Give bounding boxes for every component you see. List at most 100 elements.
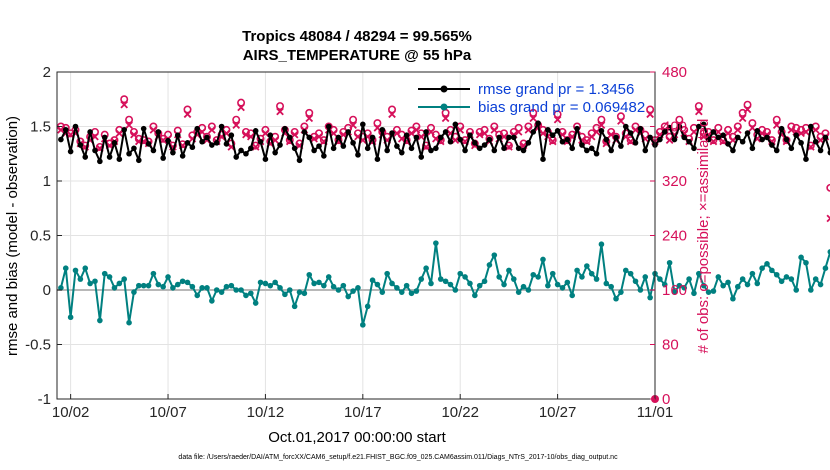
bias-point xyxy=(549,270,556,277)
y2-tick-label: 80 xyxy=(662,337,679,354)
bias-point xyxy=(335,287,342,293)
rmse-point xyxy=(739,138,746,145)
y-tick-label: -1 xyxy=(38,391,51,408)
bias-point xyxy=(67,314,74,321)
obs-assimilated-stroke xyxy=(772,121,781,129)
rmse-point xyxy=(686,138,692,145)
obs-assimilated-marker xyxy=(802,128,810,136)
obs-assimilated-marker xyxy=(441,114,450,123)
rmse-point xyxy=(472,140,478,146)
bias-point xyxy=(739,276,746,282)
bias-point xyxy=(131,289,137,295)
obs-assimilated-marker xyxy=(349,121,357,129)
obs-possible-marker xyxy=(237,98,246,107)
bias-point xyxy=(184,279,191,286)
rmse-point xyxy=(700,121,707,128)
y-tick-label: 0.5 xyxy=(30,228,51,245)
bias-point xyxy=(608,283,614,290)
bias-point xyxy=(730,295,736,302)
bias-point xyxy=(218,289,225,295)
obs-possible-marker xyxy=(349,115,358,124)
bias-point xyxy=(403,282,410,289)
obs-assimilated-stroke xyxy=(602,139,611,148)
bias-point xyxy=(613,295,619,302)
rmse-point xyxy=(145,141,152,147)
obs-assimilated-marker xyxy=(748,124,757,132)
obs-assimilated-stroke xyxy=(393,129,401,138)
rmse-point xyxy=(506,134,512,141)
rmse-point xyxy=(121,126,128,133)
rmse-point xyxy=(350,140,356,146)
rmse-point xyxy=(257,138,264,145)
bias-point xyxy=(700,282,707,289)
rmse-point xyxy=(306,134,313,141)
y2-tick-label: 320 xyxy=(662,173,687,190)
obs-possible-marker xyxy=(529,108,538,117)
bias-point xyxy=(248,290,254,297)
rmse-point xyxy=(696,123,702,130)
obs-assimilated-stroke xyxy=(826,214,830,220)
bias-point xyxy=(101,270,108,277)
rmse-point xyxy=(510,134,517,141)
bias-point xyxy=(496,274,502,280)
bias-point xyxy=(442,278,449,285)
rmse-point xyxy=(223,141,230,147)
rmse-point xyxy=(116,156,123,162)
obs-assimilated-marker xyxy=(646,110,654,119)
rmse-point xyxy=(749,145,756,152)
bias-point xyxy=(369,277,376,283)
bias-point xyxy=(272,279,278,286)
bias-point xyxy=(501,281,507,288)
obs-assimilated-marker xyxy=(772,121,781,129)
obs-possible-marker xyxy=(738,108,747,117)
obs-possible-marker xyxy=(694,102,703,111)
obs-possible-marker xyxy=(597,115,606,124)
rmse-point xyxy=(355,152,361,158)
rmse-point xyxy=(564,136,571,143)
obs-assimilated-marker xyxy=(276,107,284,116)
rmse-point xyxy=(330,145,337,152)
bias-point xyxy=(321,282,327,289)
rmse-point xyxy=(126,150,132,157)
rmse-point xyxy=(184,140,191,146)
rmse-point xyxy=(817,147,824,154)
obs-possible-marker xyxy=(373,119,382,128)
rmse-point xyxy=(140,125,147,132)
bias-point xyxy=(637,287,644,293)
rmse-point xyxy=(549,132,556,139)
rmse-point xyxy=(423,129,429,135)
rmse-point xyxy=(725,141,731,147)
bias-point xyxy=(145,282,152,289)
obs-assimilated-stroke xyxy=(354,132,362,141)
rmse-point xyxy=(515,145,522,152)
bias-point xyxy=(491,252,498,258)
bias-point xyxy=(666,259,673,266)
bias-point xyxy=(155,281,162,288)
axes: 10/02 10/07 10/12 10/17 10/22 10/27 11/01 -1 -0.… xyxy=(25,64,687,421)
rmse-point xyxy=(808,123,814,130)
rmse-point xyxy=(345,129,352,135)
obs-assimilated-stroke xyxy=(305,114,314,123)
bias-point xyxy=(632,278,639,285)
rmse-point xyxy=(413,134,420,141)
obs-possible-marker xyxy=(748,119,757,128)
rmse-point xyxy=(759,136,765,143)
obs-possible-marker xyxy=(305,108,314,117)
bias-point xyxy=(749,270,756,277)
bias-point xyxy=(374,281,381,288)
rmse-point xyxy=(822,134,829,141)
rmse-point xyxy=(720,132,726,139)
bias-point xyxy=(754,280,761,287)
rmse-point xyxy=(661,129,668,135)
obs-assimilated-stroke xyxy=(315,132,323,141)
rmse-point xyxy=(301,129,308,135)
bias-point xyxy=(584,263,590,269)
bias-point xyxy=(535,274,541,280)
bias-point xyxy=(720,282,726,289)
rmse-point xyxy=(179,153,186,159)
obs-possible-marker xyxy=(183,105,192,114)
obs-assimilated-marker xyxy=(305,114,314,123)
rmse-point xyxy=(204,134,210,141)
obs-assimilated-marker xyxy=(514,128,523,136)
obs-assimilated-marker xyxy=(597,121,606,129)
